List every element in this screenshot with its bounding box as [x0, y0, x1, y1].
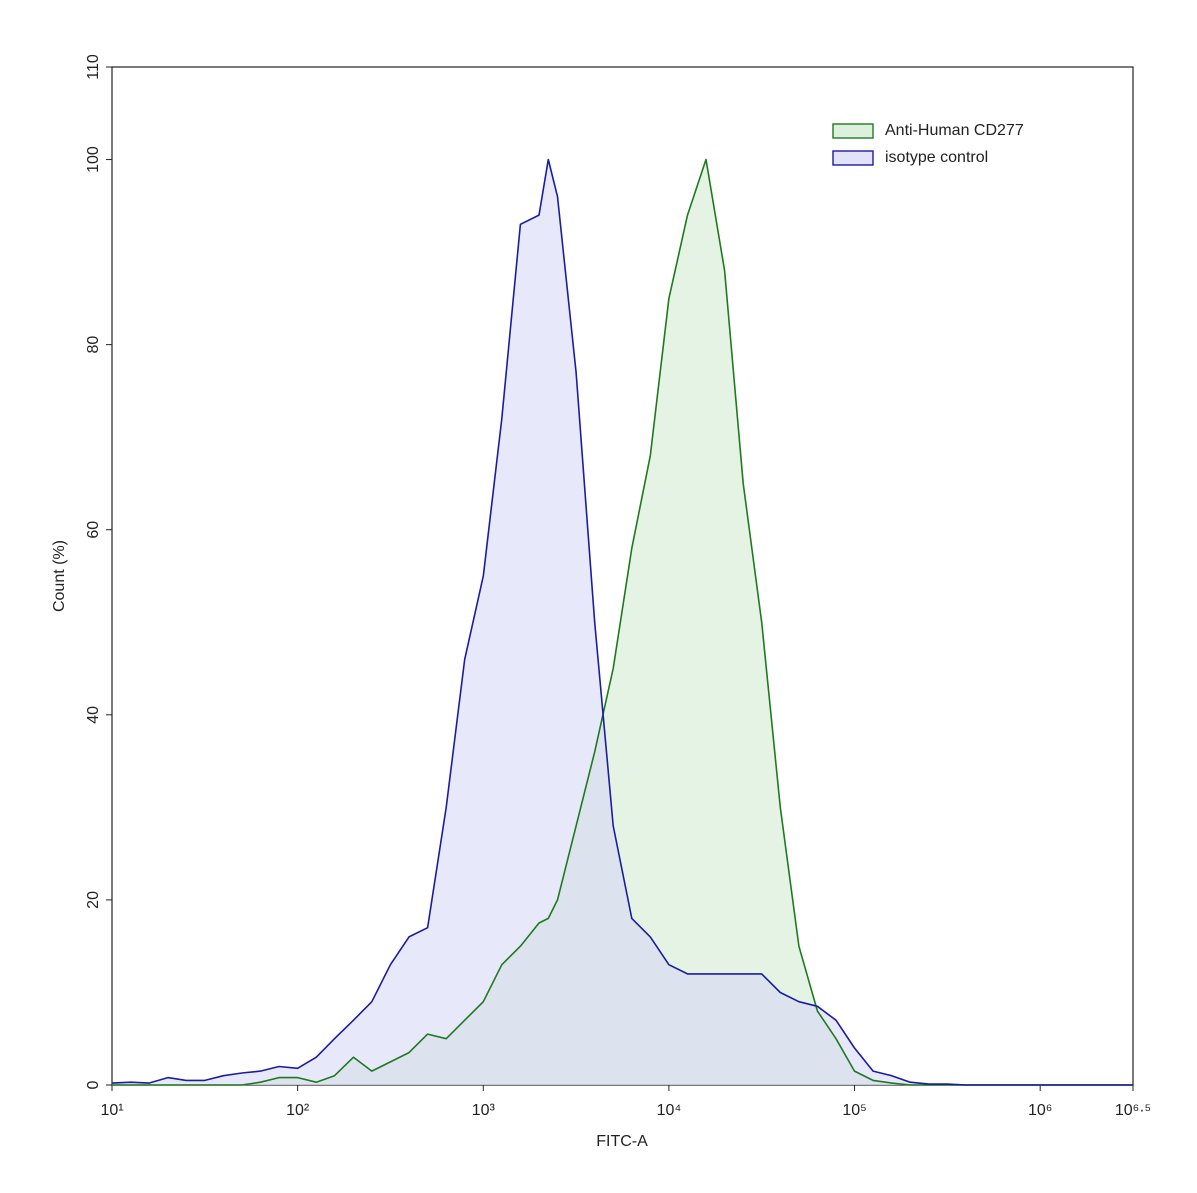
- x-tick-label: 10⁴: [657, 1102, 682, 1119]
- histogram-line: [111, 158, 1133, 1086]
- legend-label: Anti-Human CD277: [885, 122, 1024, 139]
- area-fill: [112, 159, 1133, 1085]
- y-tick-label: 0: [85, 1080, 102, 1089]
- y-tick-label: 40: [85, 706, 102, 724]
- area-fill: [112, 159, 1133, 1085]
- x-tick-label: 10²: [286, 1102, 310, 1119]
- y-tick-label: 100: [85, 146, 102, 173]
- y-tick-label: 80: [85, 336, 102, 354]
- x-tick-label: 10³: [472, 1102, 496, 1119]
- legend-label: isotype control: [885, 149, 988, 166]
- y-tick-label: 60: [85, 521, 102, 539]
- y-tick-label: 110: [85, 54, 102, 80]
- y-axis-label: Count (%): [51, 540, 68, 612]
- x-tick-label: 10⁵: [842, 1102, 866, 1119]
- legend-swatch: [832, 150, 874, 166]
- x-tick-label: 10⁶: [1028, 1102, 1052, 1119]
- x-tick-label: 10⁶·⁵: [1115, 1102, 1151, 1119]
- x-axis-label: FITC-A: [596, 1133, 648, 1150]
- x-tick-label: 10¹: [100, 1102, 123, 1119]
- y-tick-label: 20: [85, 891, 102, 909]
- legend-swatch: [832, 123, 874, 139]
